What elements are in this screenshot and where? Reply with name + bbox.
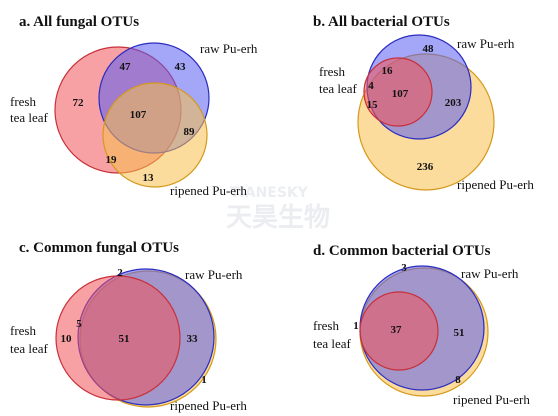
panel-d-region-values: 3 8 1 51 37	[353, 262, 464, 386]
panel-b-region-ripened-only: 236	[417, 161, 434, 173]
panel-a-region-fresh-raw: 47	[120, 61, 132, 73]
panel-a-region-ripened-only: 13	[143, 172, 155, 184]
panel-d-circle-fresh-tea-leaf	[359, 291, 439, 371]
panel-a-region-raw-only: 43	[175, 61, 187, 73]
panel-b-region-raw-only: 48	[423, 43, 435, 55]
panel-a-label-raw-pu-erh: raw Pu-erh	[200, 41, 258, 56]
panel-c-region-fresh-ripened: 5	[76, 318, 82, 330]
panel-d-label-fresh-tea-leaf-line2: tea leaf	[313, 336, 352, 351]
panel-d-circles	[359, 265, 489, 397]
panel-b-label-fresh-tea-leaf-line2: tea leaf	[319, 81, 358, 96]
panel-a: a. All fungal OTUs fresh tea leaf raw Pu…	[10, 14, 258, 198]
panel-d-label-raw-pu-erh: raw Pu-erh	[461, 266, 519, 281]
panel-d-region-all-three: 37	[391, 324, 403, 336]
panel-c-circles	[55, 268, 217, 408]
panel-d-region-raw-only: 3	[401, 262, 407, 274]
panel-a-label-fresh-tea-leaf-line2: tea leaf	[10, 110, 49, 125]
panel-a-circles	[54, 42, 210, 188]
panel-c-region-all-three: 51	[119, 333, 130, 345]
panel-a-region-raw-ripened: 89	[184, 126, 196, 138]
panel-c-circle-fresh-tea-leaf	[55, 275, 181, 401]
watermark-line2: 天昊生物	[226, 203, 330, 233]
panel-a-region-fresh-ripened: 19	[106, 154, 118, 166]
panel-a-label-fresh-tea-leaf-line1: fresh	[10, 94, 36, 109]
panel-b-region-fresh-only: 4	[368, 80, 374, 92]
panel-d-region-ripened-only: 8	[455, 374, 461, 386]
panel-c-region-fresh-raw: 10	[61, 333, 73, 345]
panel-c-region-values: 2 1 10 5 33 51	[61, 267, 207, 386]
panel-b-region-fresh-ripened: 15	[367, 99, 379, 111]
panel-a-title: a. All fungal OTUs	[19, 14, 139, 30]
panel-c-label-ripened-pu-erh: ripened Pu-erh	[170, 398, 247, 413]
panel-b: b. All bacterial OTUs fresh tea leaf raw…	[313, 14, 534, 192]
panel-c-label-raw-pu-erh: raw Pu-erh	[185, 267, 243, 282]
panel-b-circle-fresh-tea-leaf	[363, 57, 433, 127]
panel-b-region-fresh-raw: 16	[382, 65, 394, 77]
panel-c-region-ripened-only: 1	[201, 374, 207, 386]
panel-a-label-ripened-pu-erh: ripened Pu-erh	[170, 183, 247, 198]
panel-b-label-raw-pu-erh: raw Pu-erh	[457, 36, 515, 51]
panel-b-region-raw-ripened: 203	[445, 97, 462, 109]
panel-d: d. Common bacterial OTUs fresh tea leaf …	[313, 243, 530, 407]
panel-b-circles	[357, 34, 495, 191]
panel-b-title: b. All bacterial OTUs	[313, 14, 450, 30]
panel-a-region-all-three: 107	[130, 109, 147, 121]
panel-d-label-fresh-tea-leaf-line1: fresh	[313, 318, 339, 333]
panel-a-region-values: 72 43 13 47 19 89 107	[73, 61, 196, 184]
panel-c-region-raw-ripened: 33	[187, 333, 199, 345]
panel-c-region-raw-only: 2	[117, 267, 123, 279]
panel-b-label-fresh-tea-leaf-line1: fresh	[319, 64, 345, 79]
panel-c-label-fresh-tea-leaf-line2: tea leaf	[10, 341, 49, 356]
watermark-line1: TIANESKY	[230, 185, 309, 201]
panel-d-title: d. Common bacterial OTUs	[313, 243, 491, 259]
watermark: TIANESKY 天昊生物	[226, 185, 330, 233]
panel-b-region-values: 4 48 236 16 15 203 107	[367, 43, 462, 173]
panel-c: c. Common fungal OTUs fresh tea leaf raw…	[10, 240, 247, 413]
panel-d-region-raw-ripened: 51	[454, 327, 465, 339]
panel-b-label-ripened-pu-erh: ripened Pu-erh	[457, 177, 534, 192]
panel-c-title: c. Common fungal OTUs	[19, 240, 179, 256]
panel-c-label-fresh-tea-leaf-line1: fresh	[10, 323, 36, 338]
panel-b-region-all-three: 107	[392, 88, 409, 100]
panel-a-circle-ripened-pu-erh	[102, 82, 208, 188]
panel-d-label-ripened-pu-erh: ripened Pu-erh	[453, 392, 530, 407]
panel-d-region-fresh-raw: 1	[353, 320, 359, 332]
panel-a-region-fresh-only: 72	[73, 97, 85, 109]
